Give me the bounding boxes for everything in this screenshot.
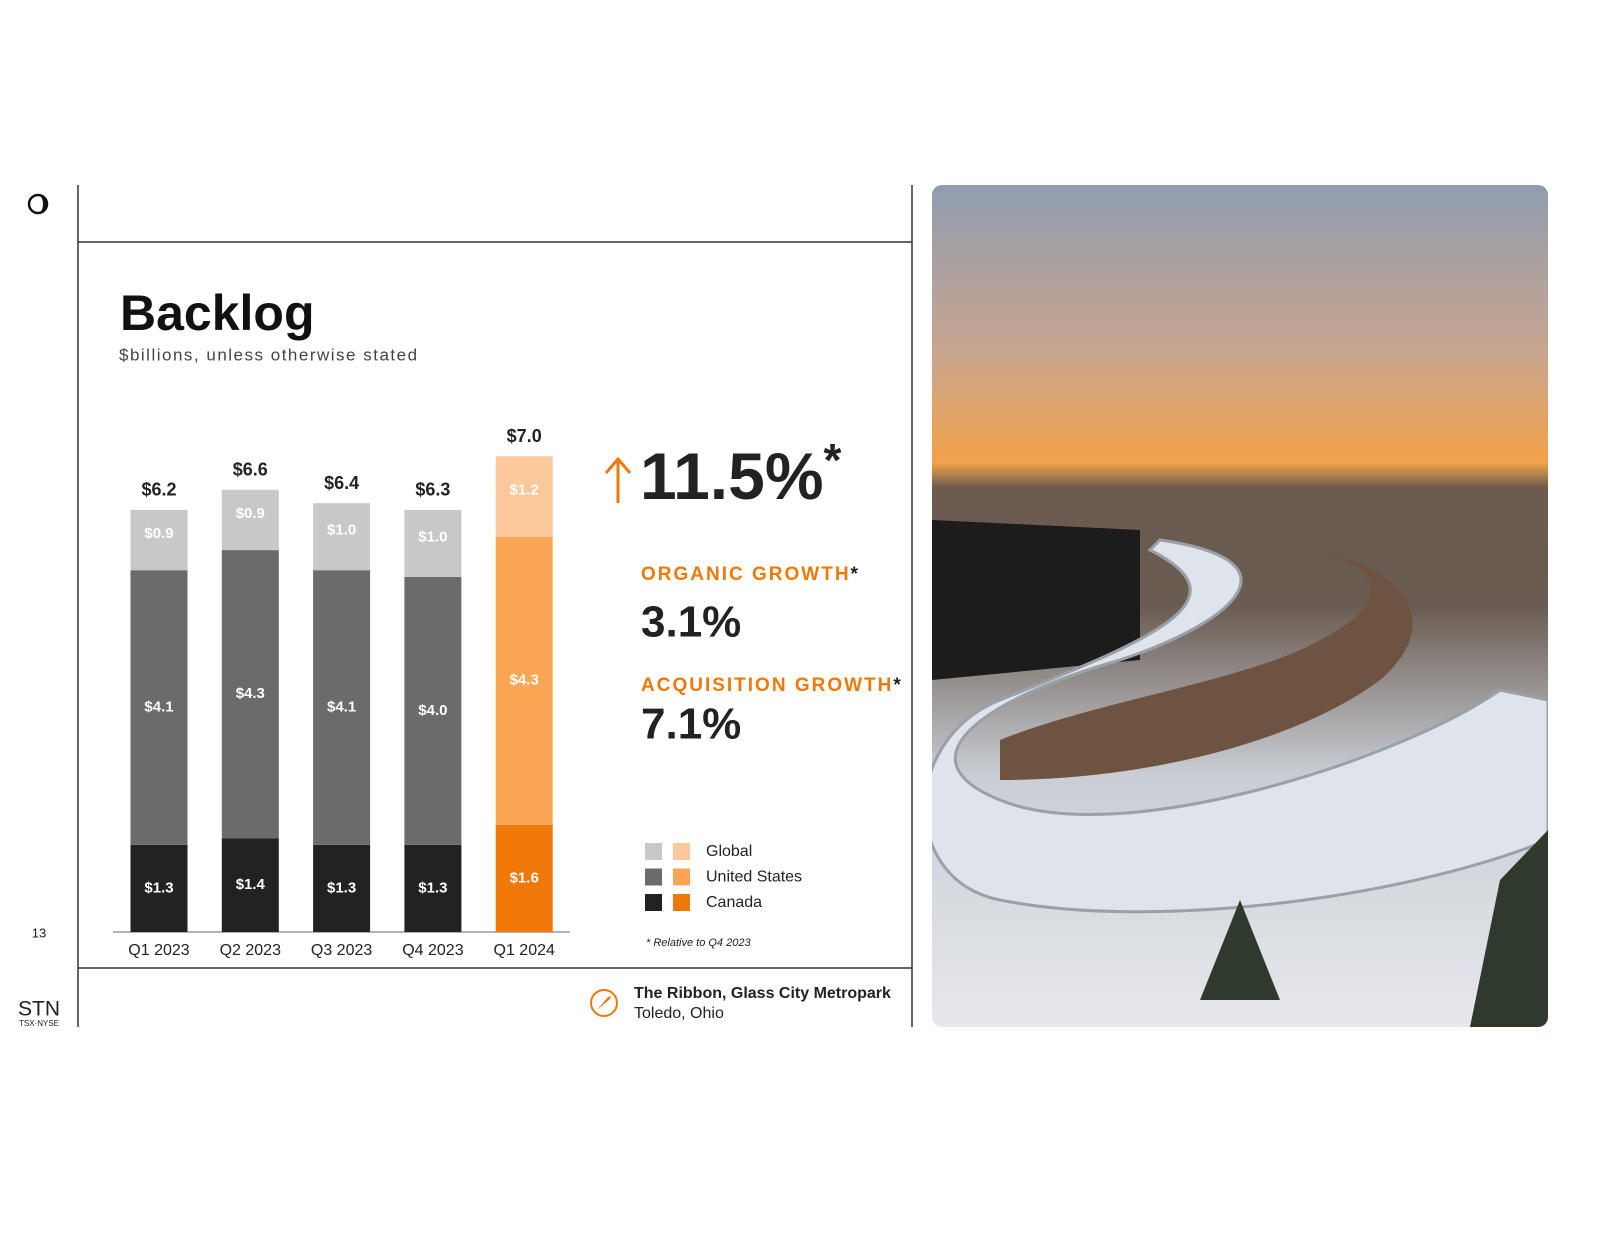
x-tick-label: Q2 2023 [220,942,281,959]
segment-label: $1.2 [510,481,539,498]
bar-segment [313,570,371,845]
compass-icon [590,989,618,1017]
segment-label: $1.3 [327,879,356,896]
page-number: 13 [32,925,46,940]
segment-label: $4.0 [418,702,447,719]
total-label: $6.4 [324,473,359,493]
stat-label-text: ORGANIC GROWTH [641,564,851,585]
legend-label: Canada [706,894,762,911]
up-arrow [604,456,632,503]
segment-label: $4.1 [327,699,356,716]
headline: 11.5%* [640,434,842,513]
photo [932,185,1548,1027]
segment-label: $1.6 [510,869,539,886]
legend-swatch [645,868,662,886]
stat-label: ACQUISITION GROWTH* [641,675,903,696]
segment-label: $1.4 [236,876,266,893]
total-label: $6.3 [415,480,450,500]
bar-segment [404,576,462,845]
segment-label: $1.0 [418,528,447,545]
brand: STN [18,998,60,1021]
bar-segment [313,844,371,932]
compass-needle [597,996,611,1010]
legend-label: Global [706,843,752,860]
legend-swatch [673,894,690,911]
bar-segment [313,503,371,571]
legend-label: United States [706,869,802,886]
bar-segment [404,509,462,577]
frame [77,185,913,1027]
bar-segment [221,550,279,839]
stat-value: 7.1% [641,700,741,749]
chart-subtitle: $billions, unless otherwise stated [119,345,419,364]
legend-swatch [645,843,662,860]
x-tick-label: Q4 2023 [402,942,463,959]
total-label: $6.2 [141,480,176,500]
bar-segment [221,489,279,551]
segment-label: $4.3 [236,685,265,702]
segment-label: $0.9 [144,525,173,542]
chart-title: Backlog [120,285,315,341]
x-tick-label: Q1 2024 [494,942,555,959]
bar-segment [495,824,553,932]
legend-swatch [673,868,690,886]
stat-label: ORGANIC GROWTH* [641,564,860,585]
headline-value: 11.5% [640,439,824,513]
segment-label: $1.3 [418,879,447,896]
bar-segment [130,570,188,845]
legend-swatch [673,843,690,860]
logo-fill [38,195,47,213]
segment-label: $1.0 [327,522,356,539]
stat-value: 3.1% [641,598,741,647]
exchange: TSX·NYSE [19,1019,59,1028]
footnote: * Relative to Q4 2023 [646,937,751,949]
headline-mark: * [824,434,842,486]
legend-swatch [645,894,662,911]
stat-label-text: ACQUISITION GROWTH [641,675,893,696]
bar-segment [404,844,462,932]
total-label: $7.0 [507,426,542,446]
segment-label: $0.9 [236,505,265,522]
stat-mark: * [851,564,860,585]
segment-label: $4.3 [510,672,539,689]
caption-place: Toledo, Ohio [634,1005,724,1022]
stat-mark: * [893,675,902,696]
bar-segment [130,509,188,571]
caption-title: The Ribbon, Glass City Metropark [634,985,891,1002]
x-tick-label: Q1 2023 [128,942,189,959]
bar-segment [495,456,553,537]
bar-segment [221,838,279,932]
bar-segment [495,536,553,825]
x-tick-label: Q3 2023 [311,942,372,959]
segment-label: $1.3 [144,879,173,896]
segment-label: $4.1 [144,699,173,716]
bar-segment [130,844,188,932]
total-label: $6.6 [233,460,268,480]
